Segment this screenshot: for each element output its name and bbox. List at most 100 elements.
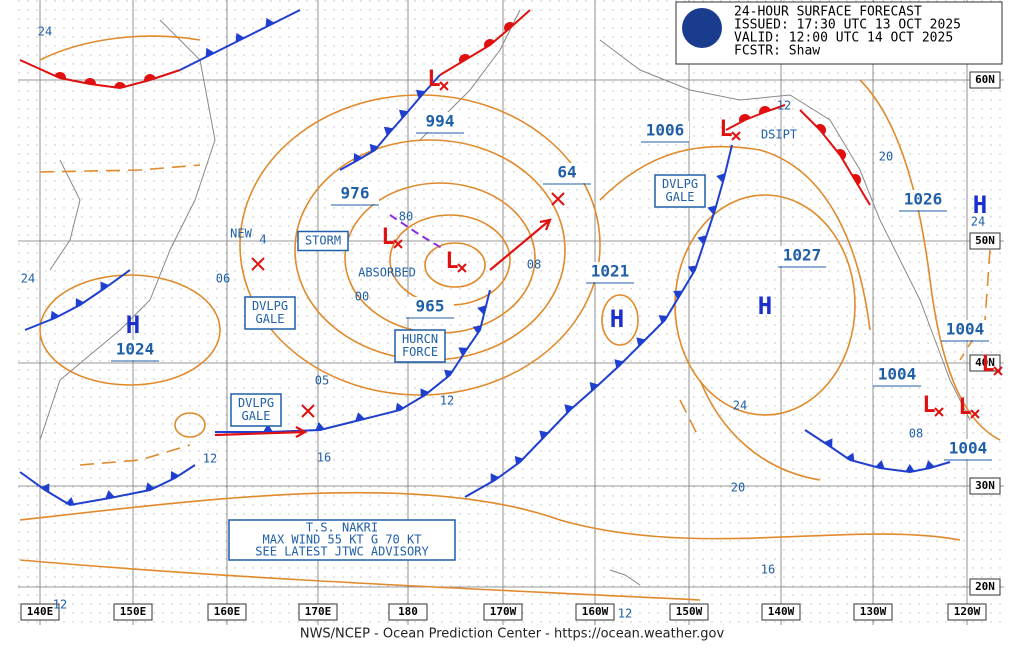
low-center: L	[427, 67, 440, 92]
longitude-label: 150E	[120, 605, 147, 618]
map-background	[18, 0, 1004, 626]
lat-label-box	[969, 71, 1001, 89]
fronts	[19, 9, 951, 507]
isobar-label: 16	[761, 563, 775, 577]
lat-label-box	[969, 232, 1001, 250]
warning-box	[244, 296, 296, 330]
high-center: H	[126, 311, 140, 339]
pressure-label-box	[941, 320, 989, 340]
low-marker	[393, 239, 403, 249]
lon-label-box	[113, 603, 153, 621]
isobar-label: 16	[317, 451, 331, 465]
pressure-label-box	[641, 121, 689, 141]
lon-label-box	[761, 603, 801, 621]
lon-label-box	[207, 603, 247, 621]
lon-label-box	[853, 603, 893, 621]
pressure-label-box	[944, 439, 992, 459]
warning-label: STORM	[305, 234, 341, 248]
isobar-label: 08	[527, 258, 541, 272]
warning-label: GALE	[256, 312, 285, 326]
isobar-label: 05	[315, 374, 329, 388]
isobar-label: 12	[203, 452, 217, 466]
pressure-label: 1027	[783, 246, 822, 265]
pressure-label: 994	[426, 112, 455, 131]
isobar-label: 80	[399, 210, 413, 224]
latitude-label: 40N	[975, 356, 995, 369]
annotation: NEW	[230, 227, 252, 241]
position-marker	[251, 257, 265, 271]
low-marker	[970, 409, 980, 419]
pressure-label-box	[406, 297, 454, 317]
annotation: ABSORBED	[358, 266, 416, 280]
low-center: L	[719, 117, 732, 142]
pressure-label-box	[873, 365, 921, 385]
latitude-label: 60N	[975, 73, 995, 86]
lon-label-box	[947, 603, 987, 621]
warning-label: DVLPG	[662, 177, 698, 191]
latitude-label: 20N	[975, 580, 995, 593]
longitude-label: 150W	[676, 605, 703, 618]
high-center: H	[758, 292, 772, 320]
isobar-label: 24	[733, 399, 747, 413]
warning-label: HURCN	[402, 332, 438, 346]
pressure-label: 1006	[646, 121, 685, 140]
isobar-label: 12	[777, 99, 791, 113]
pressure-label: 1021	[591, 262, 630, 281]
isobar-label: 4	[259, 233, 266, 247]
low-marker	[731, 131, 741, 141]
low-center: L	[445, 249, 458, 274]
high-center: H	[610, 305, 624, 333]
pressure-label: 64	[557, 163, 576, 182]
advisory-line: MAX WIND 55 KT G 70 KT	[263, 533, 422, 547]
low-center: L	[922, 393, 935, 418]
isobar-label: 12	[53, 598, 67, 612]
warning-box	[654, 174, 706, 208]
isobar-label: 12	[618, 607, 632, 621]
isobar-label: 06	[216, 272, 230, 286]
advisory-line: T.S. NAKRI	[306, 521, 378, 535]
isobar-label: 20	[879, 150, 893, 164]
lat-label-box	[969, 354, 1001, 372]
lon-label-box	[298, 603, 338, 621]
annotation: DSIPT	[761, 128, 797, 142]
lat-label-box	[969, 477, 1001, 495]
latitude-label: 30N	[975, 479, 995, 492]
longitude-label: 140W	[768, 605, 795, 618]
low-center: L	[958, 395, 971, 420]
position-marker	[551, 192, 565, 206]
pressure-label: 1004	[946, 320, 985, 339]
pressure-label: 965	[416, 297, 445, 316]
longitude-label: 160W	[582, 605, 609, 618]
header-title: 24-HOUR SURFACE FORECAST	[734, 5, 922, 20]
header-forecaster: FCSTR: Shaw	[734, 44, 820, 59]
isobar-label: 20	[731, 481, 745, 495]
longitude-label: 160E	[214, 605, 241, 618]
pressure-label: 976	[341, 184, 370, 203]
low-marker	[457, 263, 467, 273]
isobar-label: 24	[38, 25, 52, 39]
warning-label: DVLPG	[252, 299, 288, 313]
footer: NWS/NCEP - Ocean Prediction Center - htt…	[300, 627, 725, 642]
longitude-label: 170W	[490, 605, 517, 618]
lon-label-box	[483, 603, 523, 621]
pressure-label-box	[416, 112, 464, 132]
warning-label: GALE	[242, 409, 271, 423]
low-marker	[993, 366, 1003, 376]
longitude-label: 170E	[305, 605, 332, 618]
low-marker	[934, 407, 944, 417]
lon-label-box	[388, 603, 428, 621]
lon-label-box	[669, 603, 709, 621]
header-issued: ISSUED: 17:30 UTC 13 OCT 2025	[734, 18, 961, 33]
longitude-label: 130W	[860, 605, 887, 618]
isobar-label: 12	[440, 394, 454, 408]
header-valid: VALID: 12:00 UTC 14 OCT 2025	[734, 31, 953, 46]
pressure-label-box	[331, 184, 379, 204]
low-center: L	[981, 352, 994, 377]
isobar-label: 08	[909, 427, 923, 441]
isobar-label: 24	[21, 272, 35, 286]
advisory-box: T.S. NAKRI MAX WIND 55 KT G 70 KT SEE LA…	[228, 519, 456, 561]
position-marker	[301, 404, 315, 418]
low-center: L	[381, 225, 394, 250]
pressure-label: 1026	[904, 190, 943, 209]
